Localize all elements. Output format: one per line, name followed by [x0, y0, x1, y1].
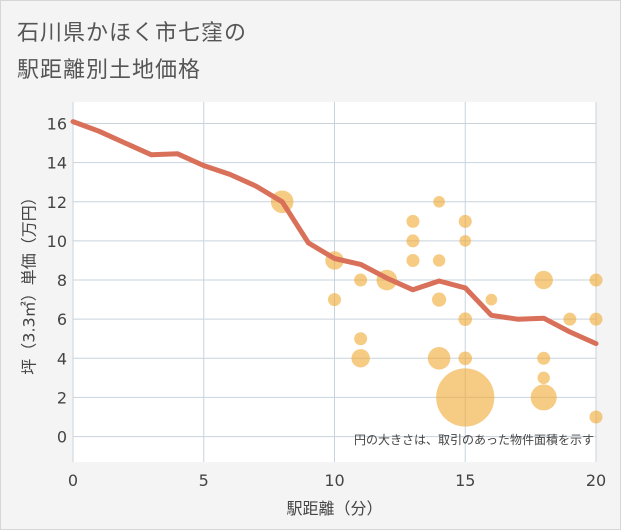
bubble-point — [354, 273, 368, 287]
y-tick-label: 8 — [57, 271, 67, 290]
bubble-point — [530, 384, 557, 411]
y-axis-label: 坪（3.3㎡）単価（万円） — [20, 189, 39, 374]
bubble-point — [534, 270, 553, 290]
y-tick-label: 16 — [47, 115, 67, 134]
x-tick-label: 10 — [324, 471, 344, 490]
y-axis-ticks: 0 2 4 6 8 10 12 14 16 — [47, 115, 67, 447]
bubble-point — [328, 293, 341, 307]
y-tick-label: 2 — [57, 388, 67, 407]
y-tick-label: 0 — [57, 428, 67, 447]
bubble-point — [432, 254, 446, 267]
y-tick-label: 14 — [47, 154, 67, 173]
bubble-point — [563, 312, 577, 326]
x-tick-label: 15 — [455, 471, 475, 490]
bubble-point — [406, 214, 420, 228]
bubble-point — [537, 351, 551, 365]
bubble-point — [485, 293, 498, 306]
bubble-point — [406, 234, 420, 248]
chart-title-line-2: 駅距離別土地価格 — [17, 58, 202, 83]
x-tick-label: 20 — [586, 471, 606, 490]
bubble-point — [458, 214, 472, 228]
bubble-point — [427, 347, 451, 370]
bubble-point — [458, 351, 473, 366]
y-tick-label: 10 — [47, 232, 67, 251]
bubble-point — [406, 253, 420, 267]
bubble-point — [436, 368, 495, 427]
x-axis-ticks: 0 5 10 15 20 — [68, 471, 606, 490]
bubble-point — [589, 410, 603, 424]
x-tick-label: 5 — [199, 471, 209, 490]
bubble-point — [589, 312, 603, 326]
bubble-point — [433, 195, 445, 208]
y-tick-label: 4 — [57, 349, 67, 368]
bubble-point — [589, 273, 603, 287]
size-note: 円の大きさは、取引のあった物件面積を示す — [354, 432, 594, 447]
bubble-point — [351, 349, 370, 368]
x-tick-label: 0 — [68, 471, 78, 490]
bubble-point — [459, 235, 472, 247]
bubble-point — [458, 312, 473, 326]
chart-title-line-1: 石川県かほく市七窪の — [17, 21, 248, 46]
y-tick-label: 12 — [47, 193, 67, 212]
grid-lines — [72, 102, 597, 462]
x-axis-label: 駅距離（分） — [286, 499, 382, 518]
trend-line — [70, 119, 599, 347]
bubble-point — [432, 292, 447, 307]
y-tick-label: 6 — [57, 310, 67, 329]
bubble-point — [537, 371, 550, 385]
bubble-point — [354, 332, 368, 346]
